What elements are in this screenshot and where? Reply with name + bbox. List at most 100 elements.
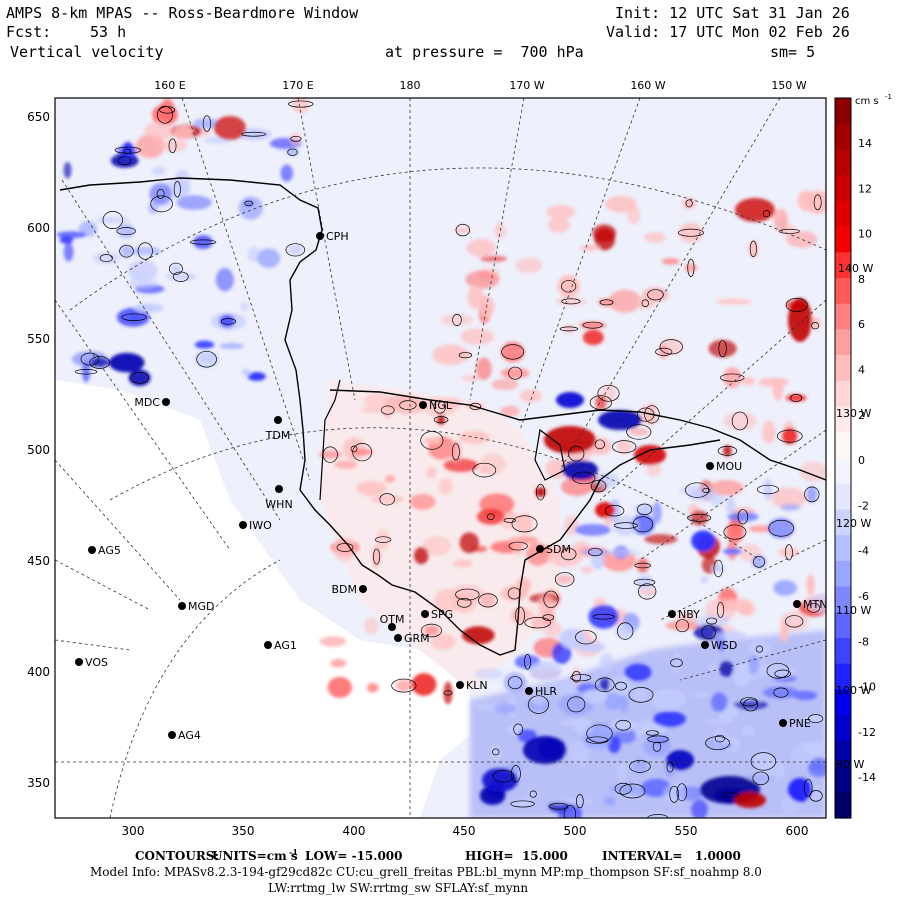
pressure-level: at pressure = 700 hPa [385, 43, 584, 61]
station-label: MTN [803, 598, 827, 611]
velocity-cell [476, 508, 505, 525]
station-marker [274, 416, 282, 424]
velocity-cell [450, 440, 462, 463]
left-axis-label: 400 [27, 665, 50, 679]
contour-line [645, 730, 659, 736]
velocity-cell [257, 248, 281, 268]
left-axis-label: 600 [27, 221, 50, 235]
velocity-cell [214, 116, 246, 140]
station-marker [316, 232, 324, 240]
contour-line [687, 258, 695, 277]
contour-line [641, 299, 649, 308]
contour-line [102, 211, 123, 229]
velocity-cell [691, 530, 716, 552]
coastline-west [59, 177, 721, 656]
colorbar-swatch [835, 458, 851, 485]
contour-line [592, 613, 615, 620]
velocity-cell [633, 504, 656, 515]
contour-line [776, 429, 803, 443]
station-marker [275, 485, 283, 493]
velocity-cell [727, 511, 759, 522]
velocity-cell [624, 663, 652, 681]
contour-line [510, 765, 521, 783]
velocity-cell [726, 496, 736, 516]
velocity-cell [454, 226, 472, 234]
station-marker [779, 719, 787, 727]
bottom-axis-label: 350 [232, 824, 255, 838]
velocity-cell [466, 238, 496, 257]
colorbar-tick-label: 4 [858, 364, 865, 377]
contour-line [594, 677, 615, 693]
velocity-cell [723, 736, 741, 753]
graticule [55, 98, 826, 818]
contours-units: UNITS=cm s [212, 849, 298, 863]
forecast-hours: 53 h [90, 23, 127, 41]
contour-line [561, 298, 581, 305]
velocity-cell [726, 521, 744, 544]
contour-line [455, 588, 480, 601]
contour-line [350, 445, 358, 453]
contour-line [503, 518, 516, 523]
velocity-cell [240, 302, 249, 311]
velocity-cell [780, 503, 801, 511]
velocity-cell [621, 793, 638, 801]
velocity-cell [480, 255, 507, 262]
contour-line [492, 748, 500, 756]
velocity-cell [788, 778, 812, 802]
station-label: WHN [265, 498, 292, 511]
velocity-cell [640, 404, 651, 425]
bottom-axis-label: 600 [786, 824, 809, 838]
contour-line [790, 393, 802, 403]
velocity-cell [327, 676, 352, 698]
meridian-label: 130 W [836, 407, 871, 420]
contour-line [768, 519, 794, 537]
velocity-cell [516, 513, 533, 535]
contour-line [718, 340, 727, 358]
velocity-cell [165, 272, 197, 281]
colorbar-tick-label: 8 [858, 273, 865, 286]
station-label: CPH [326, 230, 349, 243]
contour-line [752, 771, 769, 786]
velocity-cell [734, 792, 766, 808]
velocity-cell [772, 377, 784, 401]
station-marker [239, 521, 247, 529]
velocity-cell [219, 342, 244, 350]
contour-line [619, 783, 646, 799]
velocity-cell [370, 495, 404, 504]
colorbar-tick-label: -14 [858, 771, 876, 784]
field-name: Vertical velocity [10, 43, 164, 61]
contour-line [513, 723, 524, 736]
contour-line [150, 195, 173, 213]
velocity-cell [523, 736, 567, 764]
contour-line [804, 486, 820, 503]
station-marker [394, 634, 402, 642]
velocity-cell [751, 555, 767, 569]
velocity-cell [557, 275, 580, 298]
colorbar-tick-label: 10 [858, 228, 872, 241]
velocity-cell [593, 472, 619, 488]
colorbar-tick-label: 12 [858, 182, 872, 195]
contour-line [705, 736, 730, 750]
velocity-cell [544, 426, 596, 454]
velocity-cell [334, 460, 358, 469]
contour-line [373, 548, 381, 565]
velocity-cell [581, 548, 609, 556]
contour-line [168, 262, 183, 275]
colorbar-swatch [835, 252, 851, 279]
contours-low: LOW= -15.000 [305, 849, 403, 863]
velocity-cell [691, 799, 708, 818]
velocity-cell [582, 688, 608, 704]
velocity-cell [333, 537, 356, 562]
colorbar-swatch [835, 740, 851, 768]
contour-line [808, 714, 824, 724]
velocity-cell [449, 584, 485, 605]
contour-line [458, 352, 473, 359]
contour-line [766, 663, 790, 679]
station-label: NBY [678, 608, 700, 621]
velocity-cell [512, 536, 525, 556]
velocity-cell [606, 548, 640, 557]
contour-line [717, 602, 725, 618]
station-label: MDC [134, 396, 160, 409]
velocity-cell [550, 797, 572, 804]
velocity-cell [556, 575, 573, 584]
